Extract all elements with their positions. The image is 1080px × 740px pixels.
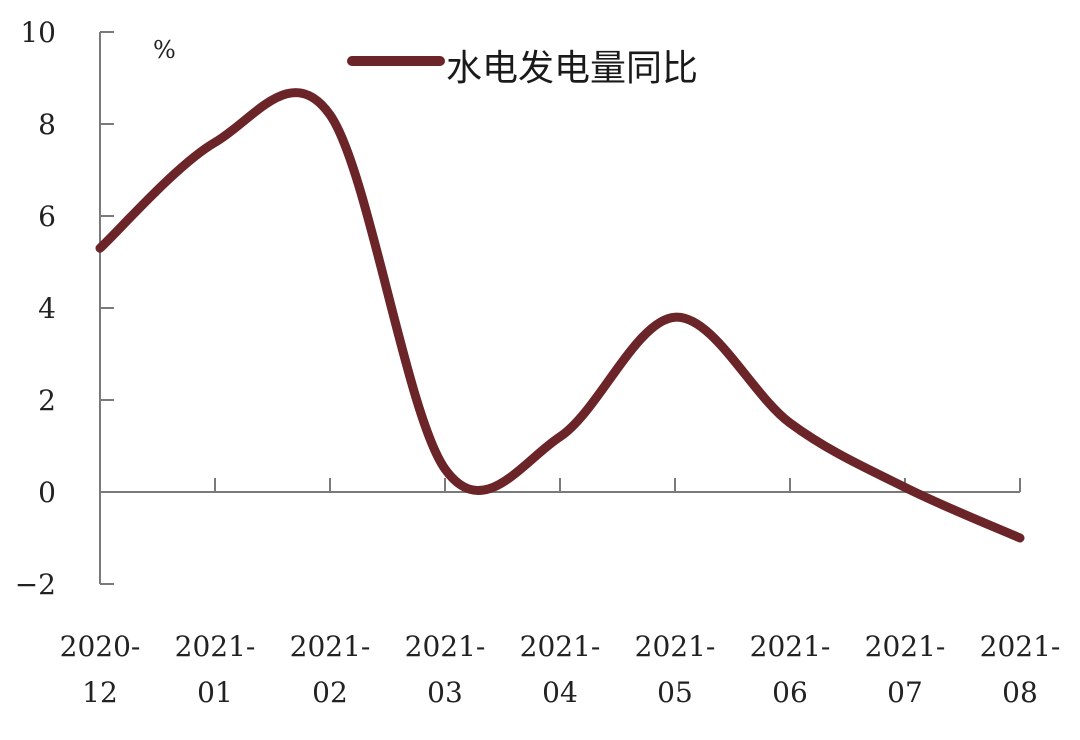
x-tick-label-line2: 06 <box>772 676 808 709</box>
legend: 水电发电量同比 <box>347 48 698 89</box>
x-axis-ticks: 2020- 12 2021- 01 2021- 02 2021- 03 2021- 04 2021-… <box>60 478 1061 709</box>
series-group <box>95 88 1025 543</box>
y-tick-label: −2 <box>15 568 56 601</box>
data-point <box>441 465 449 473</box>
x-tick-label-line2: 04 <box>542 676 578 709</box>
x-tick-label-line1: 2021- <box>750 630 831 663</box>
x-tick-label-line2: 01 <box>197 676 233 709</box>
y-tick-label: 8 <box>38 108 56 141</box>
y-tick-label: 6 <box>38 200 56 233</box>
x-tick-label-line2: 08 <box>1002 676 1038 709</box>
y-tick-label: 0 <box>38 476 56 509</box>
x-tick-label-line1: 2021- <box>635 630 716 663</box>
data-point <box>901 483 909 491</box>
data-point <box>671 313 679 321</box>
data-point <box>1016 534 1024 542</box>
y-axis-ticks: −2 0 2 4 6 8 10 <box>15 16 114 601</box>
x-tick-label-line2: 07 <box>887 676 923 709</box>
data-point <box>326 111 334 119</box>
x-tick-label-line1: 2021- <box>290 630 371 663</box>
x-tick-label-line1: 2021- <box>980 630 1061 663</box>
x-tick-label-line2: 03 <box>427 676 463 709</box>
x-tick-label-line2: 05 <box>657 676 693 709</box>
y-tick-label: 10 <box>20 16 56 49</box>
x-tick-label-line1: 2021- <box>865 630 946 663</box>
x-tick-label-line1: 2021- <box>520 630 601 663</box>
data-point <box>211 138 219 146</box>
x-tick-label-line2: 02 <box>312 676 348 709</box>
x-tick-label-line1: 2020- <box>60 630 141 663</box>
data-point <box>786 419 794 427</box>
data-point <box>556 433 564 441</box>
x-tick-label-line1: 2021- <box>175 630 256 663</box>
y-tick-label: 2 <box>38 384 56 417</box>
y-unit-label: % <box>153 36 176 64</box>
data-point <box>96 244 104 252</box>
series-line <box>95 88 1025 543</box>
x-tick-label-line2: 12 <box>82 676 118 709</box>
x-tick-label-line1: 2021- <box>405 630 486 663</box>
axes <box>99 32 1020 584</box>
y-tick-label: 4 <box>38 292 56 325</box>
legend-label: 水电发电量同比 <box>446 48 698 89</box>
